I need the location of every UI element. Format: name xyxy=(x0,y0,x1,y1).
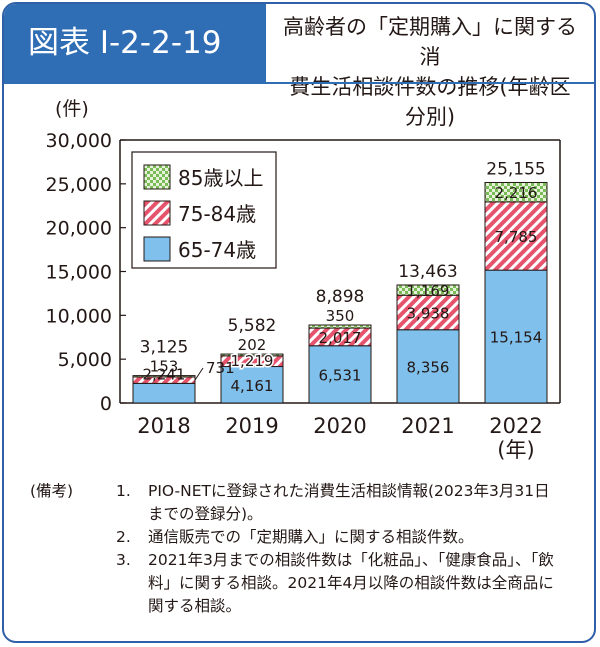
y-tick-label: 30,000 xyxy=(46,130,112,152)
y-tick-label: 25,000 xyxy=(46,174,112,196)
legend-swatch xyxy=(143,200,171,226)
figure-title: 高齢者の「定期購入」に関する消 費生活相談件数の推移(年齢区分別) xyxy=(280,12,580,132)
data-label: 2,017 xyxy=(319,329,362,347)
data-label: 350 xyxy=(326,307,355,325)
x-tick-label: 2021 xyxy=(401,414,454,438)
bar-segment xyxy=(484,269,548,404)
data-label: 7,785 xyxy=(495,228,538,246)
note-number: 2. xyxy=(116,528,131,546)
header-divider xyxy=(4,82,594,84)
bar-segment xyxy=(396,294,460,331)
y-tick-label: 0 xyxy=(100,393,112,415)
notes-heading: (備考) xyxy=(30,482,74,500)
note-item: 3. 2021年3月までの相談件数は「化粧品」、「健康食品」、「飲料」に関する相… xyxy=(116,549,560,618)
data-label: 153 xyxy=(150,358,179,376)
data-label: 4,161 xyxy=(231,377,274,395)
total-label: 3,125 xyxy=(140,338,189,358)
bar-segment xyxy=(308,324,372,329)
y-tick-label: 15,000 xyxy=(46,262,112,284)
y-tick-label: 10,000 xyxy=(46,305,112,327)
data-label: 1,169 xyxy=(407,282,450,300)
total-label: 25,155 xyxy=(486,159,545,179)
note-number: 3. xyxy=(116,551,131,569)
x-tick-label: 2020 xyxy=(313,414,366,438)
bar-segment xyxy=(220,366,284,404)
note-text: PIO-NETに登録された消費生活相談情報(2023年3月31日までの登録分)。 xyxy=(148,482,550,523)
figure-title-line1: 高齢者の「定期購入」に関する消 xyxy=(283,15,577,69)
x-axis-label: (年) xyxy=(497,438,534,462)
data-label: 2,216 xyxy=(495,184,538,202)
x-tick-label: 2019 xyxy=(225,414,278,438)
note-text: 2021年3月までの相談件数は「化粧品」、「健康食品」、「飲料」に関する相談。2… xyxy=(148,551,554,615)
y-tick-label: 20,000 xyxy=(46,218,112,240)
total-label: 13,463 xyxy=(398,262,457,282)
data-label: 6,531 xyxy=(319,366,362,384)
figure-title-line2: 費生活相談件数の推移(年齢区分別) xyxy=(289,75,571,129)
data-label: 8,356 xyxy=(407,358,450,376)
data-label: 3,938 xyxy=(407,304,450,322)
legend-swatch xyxy=(143,236,171,262)
total-label: 5,582 xyxy=(228,316,277,336)
figure-number: 図表 I-2-2-19 xyxy=(4,4,266,82)
legend-label: 85歳以上 xyxy=(178,166,263,190)
y-axis-label: (件) xyxy=(55,98,89,120)
data-label: 2,241 xyxy=(143,365,186,383)
bar-segment xyxy=(220,353,284,357)
note-number: 1. xyxy=(116,482,131,500)
y-tick-label: 5,000 xyxy=(58,349,112,371)
data-label: 202 xyxy=(238,336,267,354)
legend-label: 75-84歳 xyxy=(178,202,256,226)
note-item: 1. PIO-NETに登録された消費生活相談情報(2023年3月31日までの登録… xyxy=(116,480,560,526)
legend-label: 65-74歳 xyxy=(178,238,256,262)
x-tick-label: 2018 xyxy=(137,414,190,438)
note-item: 2. 通信販売での「定期購入」に関する相談件数。 xyxy=(116,526,560,549)
leader-line xyxy=(194,367,204,381)
bar-segment xyxy=(308,345,372,404)
note-text: 通信販売での「定期購入」に関する相談件数。 xyxy=(148,528,474,546)
bar-segment xyxy=(132,375,196,378)
data-label: 1,219 xyxy=(231,352,274,370)
total-label: 8,898 xyxy=(316,287,365,307)
bar-segment xyxy=(484,181,548,203)
x-tick-label: 2022 xyxy=(489,414,542,438)
bar-segment xyxy=(132,382,196,404)
bar-segment xyxy=(396,284,460,296)
data-label: 15,154 xyxy=(490,329,543,347)
legend-swatch xyxy=(143,164,171,190)
data-label: 731 xyxy=(206,359,235,377)
bar-segment xyxy=(396,329,460,404)
